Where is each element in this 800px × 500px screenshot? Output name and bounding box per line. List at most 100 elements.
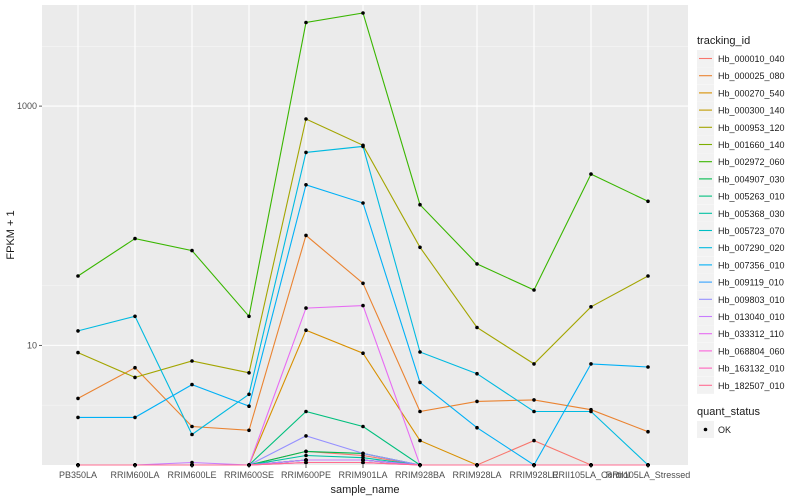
legend-title: tracking_id: [697, 35, 750, 47]
y-tick-label-1: 1000: [17, 101, 37, 111]
point-Hb_007356_010-RRII105LA_Stressed: [646, 365, 650, 369]
point-Hb_007290_020-PB350LA: [76, 329, 80, 333]
point-Hb_007356_010-RRIM600LA: [133, 415, 137, 420]
quant-status-label-OK: OK: [718, 425, 731, 435]
point-Hb_002972_060-RRII105LA_Control: [589, 172, 593, 176]
point-Hb_013040_010-RRIM600LE: [190, 460, 194, 465]
point-Hb_000270_540-RRIM928BA: [418, 438, 422, 443]
point-Hb_007290_020-RRIM600PE: [304, 150, 308, 155]
y-axis-title: FPKM + 1: [5, 210, 17, 259]
legend-label-Hb_000010_040: Hb_000010_040: [718, 54, 785, 64]
quant-status-legend: OK: [697, 421, 731, 438]
x-tick-label-RRIM928LE: RRIM928LE: [509, 470, 558, 480]
point-Hb_002972_060-PB350LA: [76, 274, 80, 278]
point-Hb_007290_020-RRIM600LA: [133, 314, 137, 319]
point-Hb_007290_020-RRIM901LA: [361, 144, 365, 149]
x-tick-label-RRIM600LE: RRIM600LE: [167, 470, 216, 480]
quant-status-title: quant_status: [697, 406, 760, 418]
point-Hb_007356_010-RRIM928LA: [475, 425, 479, 430]
legend-label-Hb_009119_010: Hb_009119_010: [718, 278, 784, 288]
legend-label-Hb_182507_010: Hb_182507_010: [718, 381, 785, 391]
point-Hb_002972_060-RRIM600LE: [190, 248, 194, 253]
point-Hb_000953_120-RRIM928LE: [532, 362, 536, 366]
point-Hb_002972_060-RRIM600LA: [133, 236, 137, 241]
legend-label-Hb_002972_060: Hb_002972_060: [718, 157, 785, 167]
point-Hb_000025_080-RRIM600SE: [247, 428, 251, 433]
legend-label-Hb_009803_010: Hb_009803_010: [718, 295, 785, 305]
legend-label-Hb_013040_010: Hb_013040_010: [718, 312, 785, 322]
point-Hb_013040_010-RRIM901LA: [361, 458, 365, 462]
point-Hb_007356_010-RRIM600PE: [304, 183, 308, 187]
point-Hb_000953_120-RRIM600LE: [190, 359, 194, 363]
y-axis: 10 1000: [17, 101, 42, 350]
legend-label-Hb_000270_540: Hb_000270_540: [718, 88, 785, 98]
point-Hb_182507_010-RRIM901LA: [361, 460, 365, 465]
point-Hb_000953_120-RRIM600PE: [304, 117, 308, 121]
point-Hb_000025_080-RRIM928LE: [532, 398, 536, 402]
point-Hb_002972_060-RRIM600PE: [304, 20, 308, 25]
legend-label-Hb_007290_020: Hb_007290_020: [718, 243, 785, 253]
point-Hb_000025_080-RRIM901LA: [361, 281, 365, 286]
point-Hb_007290_020-RRIM928BA: [418, 350, 422, 354]
point-Hb_013040_010-RRIM600PE: [304, 458, 308, 462]
point-Hb_000953_120-RRIM600LA: [133, 375, 137, 380]
x-tick-label-RRIM600LA: RRIM600LA: [110, 470, 159, 480]
point-Hb_009803_010-RRIM600PE: [304, 434, 308, 438]
legend: Hb_000010_040 Hb_000025_080 Hb_000270_540 H…: [697, 50, 785, 394]
point-Hb_000270_540-RRIM600PE: [304, 328, 308, 333]
data-points: [76, 11, 650, 467]
point-Hb_000025_080-PB350LA: [76, 396, 80, 401]
point-Hb_007290_020-RRIM928LA: [475, 371, 479, 376]
point-Hb_007356_010-RRIM928BA: [418, 380, 422, 385]
point-Hb_007356_010-RRIM600LE: [190, 382, 194, 387]
x-tick-label-RRII105LA_Stressed: RRII105LA_Stressed: [606, 470, 691, 480]
point-Hb_000025_080-RRIM600LA: [133, 365, 137, 370]
point-Hb_000953_120-RRII105LA_Stressed: [646, 274, 650, 278]
y-tick-label-0: 10: [27, 340, 37, 350]
point-Hb_000025_080-RRIM928LA: [475, 399, 479, 404]
point-Hb_000953_120-RRIM928BA: [418, 245, 422, 250]
point-Hb_007290_020-RRIM928LE: [532, 409, 536, 414]
legend-label-Hb_068804_060: Hb_068804_060: [718, 346, 785, 356]
x-tick-label-RRIM928BA: RRIM928BA: [395, 470, 445, 480]
point-Hb_000025_080-RRII105LA_Stressed: [646, 429, 650, 434]
point-Hb_000025_080-RRIM600LE: [190, 424, 194, 429]
point-Hb_007356_010-RRIM901LA: [361, 201, 365, 205]
plot-panel: [42, 5, 688, 465]
point-Hb_002972_060-RRII105LA_Stressed: [646, 199, 650, 204]
x-axis: PB350LA RRIM600LA RRIM600LE RRIM600SE RRIM60…: [59, 465, 690, 480]
point-Hb_009803_010-RRIM901LA: [361, 451, 365, 456]
point-Hb_007356_010-RRIM600SE: [247, 404, 251, 409]
legend-label-Hb_005723_070: Hb_005723_070: [718, 226, 785, 236]
point-Hb_007290_020-RRIM600LE: [190, 432, 194, 437]
point-Hb_007356_010-PB350LA: [76, 415, 80, 420]
point-Hb_033312_110-RRIM600PE: [304, 306, 308, 310]
point-Hb_033312_110-RRIM901LA: [361, 303, 365, 308]
x-axis-title: sample_name: [330, 484, 399, 496]
legend-label-Hb_001660_140: Hb_001660_140: [718, 140, 785, 150]
x-tick-label-RRIM600SE: RRIM600SE: [224, 470, 274, 480]
point-Hb_002972_060-RRIM928BA: [418, 202, 422, 207]
x-tick-label-RRIM928LA: RRIM928LA: [452, 470, 501, 480]
point-Hb_005368_030-RRIM600PE: [304, 453, 308, 458]
quant-status-swatch-OK: [703, 427, 708, 432]
point-Hb_000010_040-RRIM928LE: [532, 438, 536, 443]
point-Hb_007356_010-RRII105LA_Control: [589, 362, 593, 366]
legend-label-Hb_163132_010: Hb_163132_010: [718, 364, 785, 374]
point-Hb_000953_120-PB350LA: [76, 350, 80, 355]
point-Hb_000270_540-RRIM901LA: [361, 351, 365, 356]
point-Hb_004907_030-RRIM600PE: [304, 449, 308, 454]
legend-label-Hb_033312_110: Hb_033312_110: [718, 329, 784, 339]
x-tick-label-PB350LA: PB350LA: [59, 470, 97, 480]
legend-label-Hb_000025_080: Hb_000025_080: [718, 71, 785, 81]
point-Hb_005263_010-RRIM901LA: [361, 424, 365, 429]
x-tick-label-RRIM901LA: RRIM901LA: [338, 470, 387, 480]
point-Hb_005263_010-RRIM600PE: [304, 409, 308, 414]
point-Hb_002972_060-RRIM600SE: [247, 314, 251, 319]
legend-label-Hb_004907_030: Hb_004907_030: [718, 174, 785, 184]
point-Hb_000953_120-RRIM928LA: [475, 325, 479, 330]
legend-label-Hb_005263_010: Hb_005263_010: [718, 192, 785, 202]
legend-label-Hb_000300_140: Hb_000300_140: [718, 106, 785, 116]
legend-label-Hb_005368_030: Hb_005368_030: [718, 209, 785, 219]
